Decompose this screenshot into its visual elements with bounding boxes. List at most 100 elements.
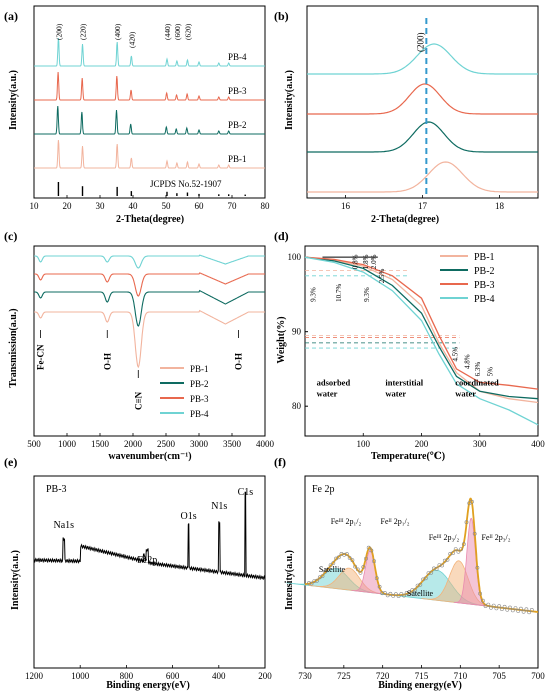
tga-annotation: 6.3%	[474, 362, 482, 377]
raw-data-point	[456, 549, 461, 554]
tga-series-PB-4	[304, 256, 539, 426]
raw-data-point	[391, 594, 396, 598]
raw-data-point	[478, 591, 483, 596]
tga-annotation: 4.8%	[463, 354, 471, 369]
region-label: water	[317, 388, 338, 398]
raw-data-point	[437, 563, 442, 568]
tga-annotation: 9.3%	[363, 287, 371, 302]
legend-label: PB-2	[190, 379, 209, 389]
raw-data-point	[505, 607, 510, 612]
survey-title: PB-3	[46, 484, 67, 495]
fit-component-label-1: Feᴵᴵ 2p₁/₂	[381, 517, 410, 526]
survey-peak-label: Fe2p	[137, 555, 157, 566]
panel-d-ytick-label: 90	[292, 327, 302, 337]
raw-data-point	[355, 567, 360, 572]
raw-data-point	[309, 581, 314, 586]
panel-a-xtick-label: 30	[96, 201, 106, 211]
raw-data-point	[369, 548, 374, 553]
panel-b-xlabel: 2-Theta(degree)	[371, 214, 439, 225]
panel-b: 16 17 18 (200)	[306, 5, 539, 211]
panel-f-xtick-label: 715	[415, 671, 429, 681]
raw-data-point	[513, 606, 518, 611]
raw-data-point	[524, 607, 529, 612]
raw-data-point	[315, 578, 319, 583]
panel-a-xtick-label: 60	[195, 201, 205, 211]
panel-c-xtick-label: 4000	[256, 439, 275, 449]
panel-d-ylabel: Weight(%)	[276, 316, 287, 363]
panel-f-xtick-label: 710	[454, 671, 468, 681]
survey-spectrum	[33, 491, 266, 581]
raw-data-point	[453, 547, 458, 552]
survey-peak-label: N1s	[211, 501, 227, 512]
panel-d-xtick-label: 100	[357, 439, 371, 449]
raw-data-point	[350, 558, 355, 563]
panel-c-xtick-label: 2000	[124, 439, 143, 449]
raw-data-point	[440, 563, 445, 568]
panel-a-xtick-label: 70	[228, 201, 238, 211]
panel-f: 730 725 720 715 710 705 700 Fe 2p Feᴵᴵᴵ 2p₁/₂ Feᴵ…	[286, 475, 545, 681]
panel-c-xtick-label: 2500	[157, 439, 176, 449]
panel-b-xtick-label: 18	[495, 201, 505, 211]
peak-label: (440)	[163, 23, 172, 40]
panel-a-label: (a)	[4, 9, 18, 23]
panel-d-ytick-label: 80	[292, 401, 302, 411]
raw-data-point	[366, 545, 371, 550]
legend-label: PB-2	[474, 266, 495, 277]
tga-series-PB-1	[304, 256, 539, 404]
fit-component-label-2: Feᴵᴵᴵ 2p₃/₂	[429, 533, 460, 542]
raw-data-point	[429, 570, 434, 575]
raw-data-point	[323, 569, 328, 574]
raw-data-point	[412, 588, 417, 593]
panel-a: 10 20 30 40 50 60 70 80 PB-4 PB-3 PB-2 PB-1 (200) (22…	[30, 5, 270, 211]
ftir-series-PB-1	[34, 309, 265, 369]
raw-data-point	[491, 603, 496, 608]
raw-data-point	[451, 551, 455, 556]
survey-peak-label: Na1s	[54, 520, 75, 531]
raw-data-point	[418, 582, 423, 587]
raw-data-point	[306, 581, 311, 585]
panel-f-xtick-label: 725	[337, 671, 351, 681]
fit-component-label-4: Satellite	[319, 565, 346, 574]
raw-data-point	[331, 561, 336, 566]
tga-annotation: 1.8%	[362, 254, 370, 269]
fe2p-title: Fe 2p	[312, 484, 335, 495]
raw-data-point	[336, 555, 341, 560]
raw-data-point	[486, 602, 491, 607]
zoom-series-PB-3	[307, 83, 538, 115]
raw-data-point	[396, 594, 401, 599]
raw-data-point	[385, 593, 390, 598]
raw-data-point	[508, 605, 512, 610]
raw-data-point	[510, 608, 515, 613]
panel-c-xtick-label: 1000	[58, 439, 77, 449]
raw-data-point	[320, 574, 325, 579]
xrd-series-PB-2	[34, 105, 265, 135]
band-label: C≡N	[133, 391, 143, 410]
panel-a-xtick-label: 50	[162, 201, 172, 211]
legend-label: PB-4	[190, 409, 209, 419]
panel-c-xlabel: wavenumber(cm⁻¹)	[108, 451, 191, 462]
region-label: water	[455, 388, 476, 398]
xrd-series-label: PB-4	[228, 52, 247, 62]
panel-e-xtick-label: 600	[166, 671, 180, 681]
panel-b-xtick-label: 17	[418, 201, 428, 211]
raw-data-point	[472, 531, 477, 536]
raw-data-point	[328, 563, 333, 568]
raw-data-point	[344, 552, 349, 556]
panel-d-xtick-label: 400	[531, 439, 545, 449]
fit-component-label-3: Feᴵᴵ 2p₃/₂	[482, 533, 511, 542]
panel-c-label: (c)	[4, 229, 17, 243]
xrd-series-label: PB-1	[228, 154, 247, 164]
raw-data-point	[480, 598, 485, 603]
band-label: Fe-CN	[36, 344, 46, 370]
panel-e-label: (e)	[4, 455, 17, 469]
panel-d-ytick-label: 100	[288, 252, 302, 262]
panel-a-xtick-label: 10	[30, 201, 40, 211]
raw-data-point	[399, 592, 404, 596]
zoom-series-PB-1	[307, 161, 538, 193]
tga-annotation: 2.0%	[370, 254, 378, 269]
raw-data-point	[377, 584, 382, 589]
peak-label: (200)	[54, 23, 63, 40]
tga-annotation: 0.8%	[351, 254, 359, 269]
panel-e-xtick-label: 1200	[25, 671, 44, 681]
xrd-series-label: PB-3	[228, 86, 247, 96]
